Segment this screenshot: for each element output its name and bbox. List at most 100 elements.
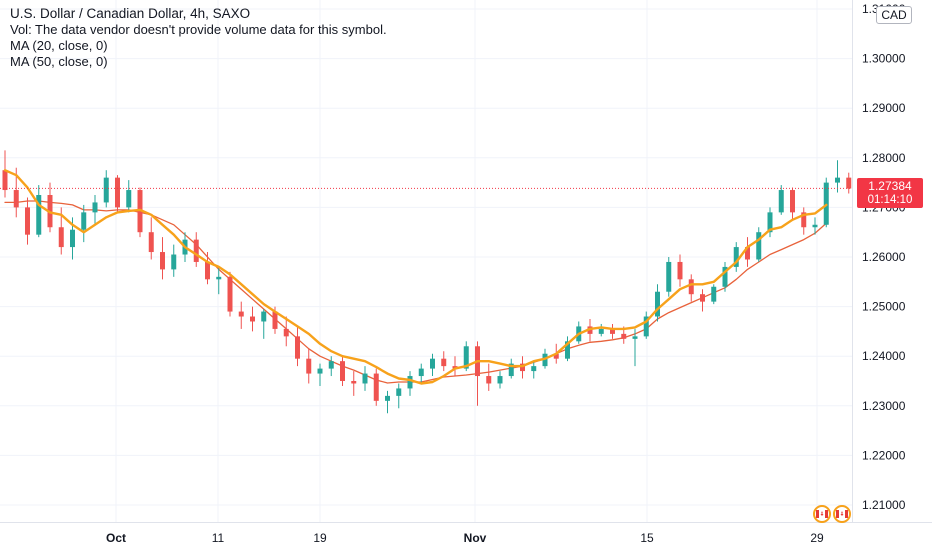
candle-body (812, 224, 818, 228)
candle (160, 237, 165, 280)
candle (115, 175, 120, 213)
candle (452, 356, 458, 377)
candle-body (610, 328, 615, 334)
candle (531, 361, 537, 379)
candle-body (531, 366, 537, 372)
candle-body (25, 207, 30, 235)
x-tick-label: Nov (464, 531, 487, 545)
candle-body (778, 190, 784, 213)
candle (2, 150, 8, 198)
candle-body (81, 212, 87, 230)
candle-body (295, 336, 300, 359)
candle (407, 371, 413, 396)
currency-badge[interactable]: CAD (876, 6, 912, 24)
candle (733, 242, 739, 272)
ma20-legend-label[interactable]: MA (20, close, 0) (10, 38, 108, 53)
candle (216, 266, 222, 295)
candle (137, 187, 143, 238)
candle-body (160, 252, 165, 270)
candle-body (193, 239, 199, 262)
last-price-tag: 1.27384 01:14:10 (857, 178, 923, 208)
candle (655, 284, 660, 322)
y-tick-label: 1.26000 (862, 250, 906, 264)
candle-body (497, 376, 503, 384)
candle-body (553, 353, 559, 359)
candle-body (283, 328, 289, 337)
candle-body (418, 368, 424, 377)
candle (486, 363, 492, 391)
candle-body (351, 381, 357, 384)
candle-body (846, 177, 852, 189)
candle (238, 301, 244, 329)
candle (598, 323, 604, 337)
candle (700, 289, 705, 312)
candle (103, 170, 109, 208)
candle (171, 244, 177, 277)
candle-body (2, 170, 8, 191)
candle (250, 306, 255, 332)
ma20-line[interactable] (3, 168, 828, 385)
candle-body (216, 276, 222, 280)
x-tick-label: 19 (313, 531, 327, 545)
candle-body (520, 363, 525, 372)
candle (711, 284, 717, 305)
candle-body (823, 182, 829, 225)
candle-body (115, 177, 120, 208)
candle (643, 311, 649, 339)
candle (328, 356, 334, 377)
y-tick-label: 1.30000 (862, 52, 906, 66)
candle (666, 257, 672, 297)
volume-note: Vol: The data vendor doesn't provide vol… (10, 22, 387, 37)
y-tick-label: 1.24000 (862, 349, 906, 363)
candle (25, 197, 30, 245)
candle-body (621, 333, 627, 339)
candle-body (328, 361, 334, 369)
candle (812, 217, 818, 235)
candle (801, 207, 807, 235)
candle-body (711, 286, 717, 302)
candle (722, 261, 728, 292)
candle-body (598, 328, 604, 334)
canada-flag-icon[interactable] (833, 505, 851, 523)
candle (193, 232, 199, 267)
time-axis[interactable]: Oct 11 19 Nov 15 29 (106, 531, 824, 545)
y-tick-label: 1.25000 (862, 300, 906, 314)
candle-body (745, 247, 750, 260)
candle-body (688, 279, 694, 295)
candle-body (385, 395, 390, 401)
candle-body (756, 232, 762, 260)
candle (745, 237, 750, 267)
candle-body (36, 195, 42, 235)
x-tick-label: 11 (212, 531, 225, 545)
candle-body (13, 190, 19, 208)
canada-flag-icon[interactable] (813, 505, 831, 523)
event-markers[interactable] (810, 505, 856, 523)
candle (778, 185, 784, 215)
candle-body (486, 376, 492, 384)
candle-body (92, 202, 98, 213)
y-tick-label: 1.28000 (862, 151, 906, 165)
candle (835, 160, 840, 193)
x-tick-label: Oct (106, 531, 126, 545)
ma50-legend-label[interactable]: MA (50, close, 0) (10, 54, 108, 69)
candle (205, 252, 210, 285)
candle-body (452, 366, 458, 369)
candle (261, 309, 267, 339)
candle-body (362, 373, 368, 384)
candle-body (508, 363, 514, 377)
candle-body (565, 341, 570, 359)
x-tick-label: 29 (810, 531, 824, 545)
candle-body (238, 311, 244, 317)
chart-grid (0, 0, 852, 522)
candle-body (340, 361, 345, 381)
price-axis[interactable]: 1.21000 1.22000 1.23000 1.24000 1.25000 1.260… (862, 2, 906, 512)
candle-body (767, 212, 773, 233)
symbol-title[interactable]: U.S. Dollar / Canadian Dollar, 4h, SAXO (10, 6, 251, 21)
chart-legend: U.S. Dollar / Canadian Dollar, 4h, SAXO … (10, 6, 387, 70)
candle (295, 326, 300, 367)
y-tick-label: 1.29000 (862, 101, 906, 115)
y-tick-label: 1.21000 (862, 498, 906, 512)
candle-body (306, 358, 312, 374)
candle-body (632, 336, 638, 339)
